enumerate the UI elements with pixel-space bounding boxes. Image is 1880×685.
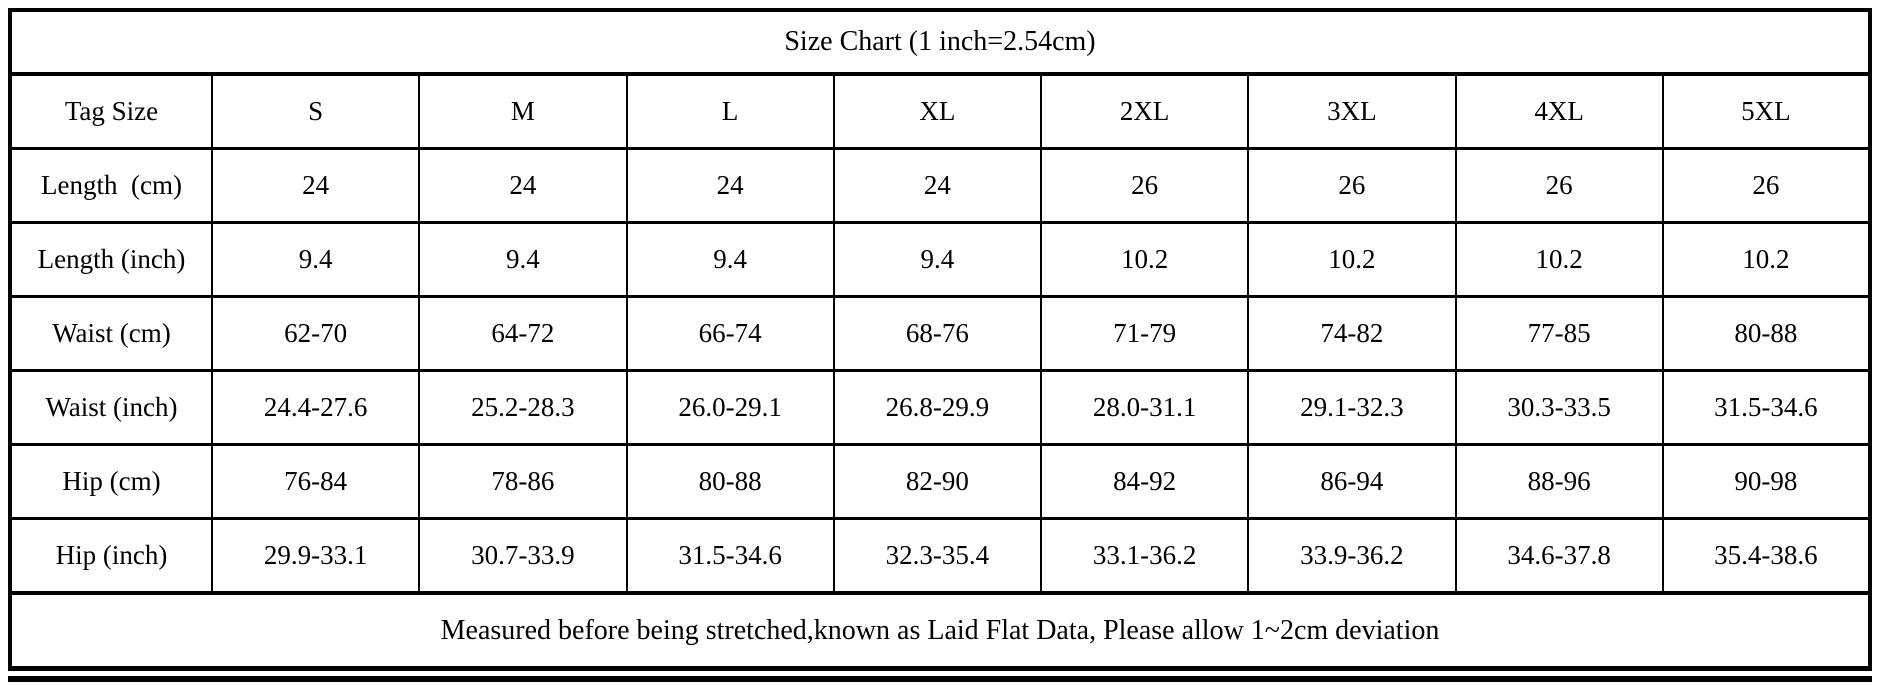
cell-length-cm-3xl: 26	[1247, 147, 1457, 224]
measurement-note: Measured before being stretched,known as…	[9, 591, 1871, 670]
cell-waist-inch-xl: 26.8-29.9	[832, 369, 1043, 446]
cell-waist-cm-2xl: 71-79	[1039, 295, 1250, 372]
cell-hip-inch-4xl: 34.6-37.8	[1454, 517, 1664, 595]
row-label-waist-cm: Waist (cm)	[9, 295, 213, 372]
cell-length-inch-4xl: 10.2	[1454, 221, 1664, 298]
cell-waist-cm-xl: 68-76	[832, 295, 1043, 372]
row-label-hip-cm: Hip (cm)	[9, 443, 213, 520]
title-row: Size Chart (1 inch=2.54cm)	[9, 8, 1871, 76]
cell-hip-cm-3xl: 86-94	[1247, 443, 1457, 520]
cell-waist-inch-l: 26.0-29.1	[625, 369, 835, 446]
cell-hip-cm-xl: 82-90	[832, 443, 1043, 520]
header-size-4xl: 4XL	[1454, 72, 1664, 150]
cell-hip-cm-5xl: 90-98	[1661, 443, 1872, 520]
row-waist-cm: Waist (cm) 62-70 64-72 66-74 68-76 71-79…	[9, 295, 1872, 372]
cell-waist-inch-s: 24.4-27.6	[210, 369, 421, 446]
header-size-5xl: 5XL	[1661, 72, 1872, 150]
row-label-hip-inch: Hip (inch)	[9, 517, 213, 595]
cell-hip-inch-3xl: 33.9-36.2	[1247, 517, 1457, 595]
cell-length-inch-5xl: 10.2	[1661, 221, 1872, 298]
footer-row: Measured before being stretched,known as…	[9, 591, 1871, 670]
cell-hip-cm-l: 80-88	[625, 443, 835, 520]
cell-length-inch-xl: 9.4	[832, 221, 1043, 298]
cell-hip-inch-xl: 32.3-35.4	[832, 517, 1043, 595]
header-size-3xl: 3XL	[1247, 72, 1457, 150]
cell-hip-inch-s: 29.9-33.1	[210, 517, 421, 595]
row-length-cm: Length (cm) 24 24 24 24 26 26 26 26	[9, 147, 1872, 224]
cell-length-inch-m: 9.4	[418, 221, 628, 298]
row-waist-inch: Waist (inch) 24.4-27.6 25.2-28.3 26.0-29…	[9, 369, 1872, 446]
cell-length-cm-4xl: 26	[1454, 147, 1664, 224]
cell-hip-inch-m: 30.7-33.9	[418, 517, 628, 595]
size-chart-table: Size Chart (1 inch=2.54cm) Tag Size S M …	[8, 8, 1872, 671]
cell-length-cm-l: 24	[625, 147, 835, 224]
header-size-m: M	[418, 72, 628, 150]
table-title: Size Chart (1 inch=2.54cm)	[9, 8, 1871, 76]
cell-length-inch-s: 9.4	[210, 221, 421, 298]
header-row: Tag Size S M L XL 2XL 3XL 4XL 5XL	[9, 72, 1872, 150]
cell-length-cm-5xl: 26	[1661, 147, 1872, 224]
cell-waist-cm-3xl: 74-82	[1247, 295, 1457, 372]
cell-hip-inch-l: 31.5-34.6	[625, 517, 835, 595]
row-label-waist-inch: Waist (inch)	[9, 369, 213, 446]
cell-waist-inch-3xl: 29.1-32.3	[1247, 369, 1457, 446]
row-hip-cm: Hip (cm) 76-84 78-86 80-88 82-90 84-92 8…	[9, 443, 1872, 520]
cell-waist-cm-4xl: 77-85	[1454, 295, 1664, 372]
cell-waist-inch-4xl: 30.3-33.5	[1454, 369, 1664, 446]
header-size-xl: XL	[832, 72, 1043, 150]
cell-length-cm-2xl: 26	[1039, 147, 1250, 224]
cell-hip-cm-s: 76-84	[210, 443, 421, 520]
cell-waist-cm-5xl: 80-88	[1661, 295, 1872, 372]
cell-hip-cm-2xl: 84-92	[1039, 443, 1250, 520]
row-label-length-inch: Length (inch)	[9, 221, 213, 298]
cell-length-cm-xl: 24	[832, 147, 1043, 224]
row-hip-inch: Hip (inch) 29.9-33.1 30.7-33.9 31.5-34.6…	[9, 517, 1872, 595]
row-length-inch: Length (inch) 9.4 9.4 9.4 9.4 10.2 10.2 …	[9, 221, 1872, 298]
cell-length-inch-2xl: 10.2	[1039, 221, 1250, 298]
cell-hip-inch-2xl: 33.1-36.2	[1039, 517, 1250, 595]
cell-waist-inch-5xl: 31.5-34.6	[1661, 369, 1872, 446]
cell-length-cm-s: 24	[210, 147, 421, 224]
header-size-l: L	[625, 72, 835, 150]
header-size-s: S	[210, 72, 421, 150]
cell-hip-cm-m: 78-86	[418, 443, 628, 520]
cell-length-cm-m: 24	[418, 147, 628, 224]
cell-waist-cm-s: 62-70	[210, 295, 421, 372]
size-chart-table-wrapper: Size Chart (1 inch=2.54cm) Tag Size S M …	[8, 8, 1872, 682]
cell-hip-inch-5xl: 35.4-38.6	[1661, 517, 1872, 595]
cell-hip-cm-4xl: 88-96	[1454, 443, 1664, 520]
header-size-2xl: 2XL	[1039, 72, 1250, 150]
cell-length-inch-3xl: 10.2	[1247, 221, 1457, 298]
row-label-length-cm: Length (cm)	[9, 147, 213, 224]
cell-waist-inch-2xl: 28.0-31.1	[1039, 369, 1250, 446]
header-tag-size: Tag Size	[9, 72, 213, 150]
cell-waist-cm-m: 64-72	[418, 295, 628, 372]
cell-waist-cm-l: 66-74	[625, 295, 835, 372]
cell-waist-inch-m: 25.2-28.3	[418, 369, 628, 446]
cell-length-inch-l: 9.4	[625, 221, 835, 298]
